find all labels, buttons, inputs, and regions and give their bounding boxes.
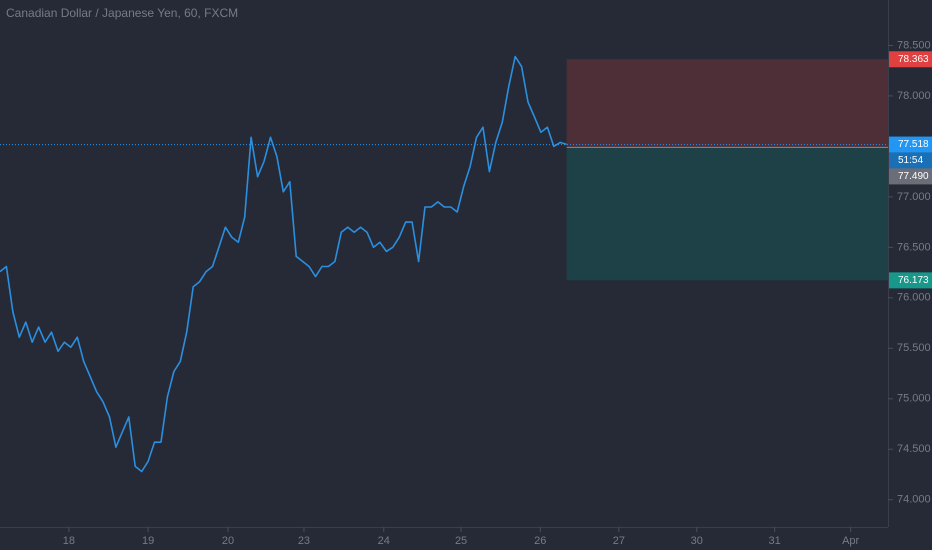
last-price-label: 77.518 [898,139,929,150]
target-label: 76.173 [898,275,929,286]
last-price-label-bg [889,136,932,153]
countdown-label: 51:54 [898,155,923,166]
y-tick-label: 76.500 [897,241,931,253]
x-tick-label: 19 [142,535,154,547]
entry-label-bg [889,168,932,185]
y-tick-label: 77.000 [897,191,931,203]
x-tick-label: 25 [455,535,467,547]
x-tick-label: 23 [298,535,310,547]
x-tick-label: Apr [842,535,859,547]
y-tick-label: 74.500 [897,443,931,455]
price-line [0,55,567,473]
y-tick-label: 75.500 [897,342,931,354]
x-tick-label: 26 [534,535,546,547]
stop-label-bg [889,51,932,68]
x-tick-label: 30 [691,535,703,547]
x-tick-label: 27 [613,535,625,547]
stop-label: 78.363 [898,54,929,65]
x-tick-label: 24 [378,535,390,547]
y-tick-label: 74.000 [897,494,931,506]
target-label-bg [889,272,932,289]
y-tick-label: 78.500 [897,39,931,51]
target-zone [566,147,888,281]
x-tick-label: 31 [769,535,781,547]
y-tick-label: 76.000 [897,292,931,304]
y-tick-label: 75.000 [897,393,931,405]
chart-title: Canadian Dollar / Japanese Yen, 60, FXCM [6,6,238,20]
y-tick-label: 78.000 [897,90,931,102]
x-tick-label: 20 [222,535,234,547]
entry-label: 77.490 [898,171,929,182]
x-tick-label: 18 [63,535,75,547]
countdown-label-bg [889,152,932,169]
stop-zone [566,59,888,148]
